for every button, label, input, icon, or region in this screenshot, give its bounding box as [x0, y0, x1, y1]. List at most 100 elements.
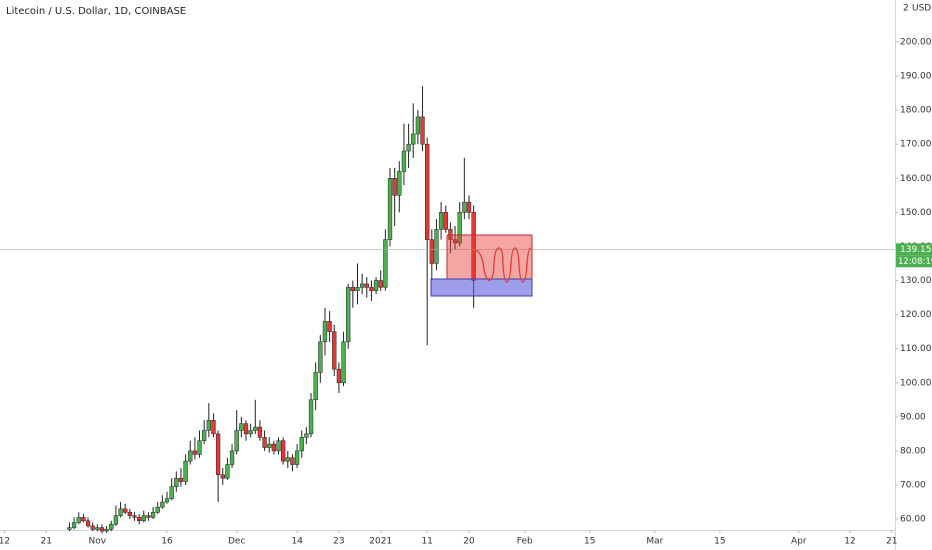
y-tick-label: 80.00 — [900, 446, 926, 456]
x-tick-label: 14 — [291, 537, 303, 547]
candle-body — [438, 212, 444, 230]
candle-body — [425, 143, 430, 240]
candle-body — [239, 423, 244, 431]
candle-body — [155, 506, 160, 513]
chart-title: Litecoin / U.S. Dollar, 1D, COINBASE — [6, 6, 186, 17]
candle-body — [160, 501, 165, 508]
y-tick-label: 60.00 — [900, 515, 926, 525]
candle-body — [392, 178, 397, 196]
candle-body — [169, 486, 174, 499]
x-tick-label: 12 — [844, 537, 855, 547]
projection-path — [473, 247, 532, 283]
x-tick-label: Apr — [791, 537, 807, 547]
candle-body — [318, 341, 323, 373]
candle-body — [225, 464, 230, 479]
candle-body — [346, 287, 351, 343]
candle-body — [327, 321, 332, 332]
candle-body — [355, 287, 360, 291]
y-tick-label: 200.00 — [900, 37, 932, 47]
candle-body — [113, 515, 119, 525]
x-tick-label: 12 — [0, 537, 10, 547]
candle-body — [285, 457, 290, 462]
candle-body — [294, 450, 300, 465]
x-tick-label: 15 — [714, 537, 725, 547]
candle-body — [192, 450, 198, 455]
last-price-label: 139.15 — [900, 245, 932, 255]
candle-body — [248, 430, 253, 435]
candle-body — [429, 239, 434, 264]
candle-body — [308, 399, 314, 435]
x-tick-label: 15 — [584, 537, 595, 547]
candle-body — [229, 450, 235, 465]
candle-body — [211, 420, 216, 435]
candle-body — [197, 440, 202, 455]
candle-body — [188, 450, 193, 462]
y-tick-label: 70.00 — [900, 481, 926, 491]
candle-body — [271, 443, 277, 452]
candle-body — [150, 512, 156, 518]
candle-body — [109, 523, 114, 530]
y-tick-label: 90.00 — [900, 412, 926, 422]
candle-body — [118, 508, 123, 516]
candle-body — [85, 520, 91, 527]
axis-top-text: 2 — [903, 4, 909, 14]
x-tick-label: 11 — [421, 537, 432, 547]
candle-body — [387, 178, 393, 240]
candle-body — [420, 116, 425, 145]
candle-body — [71, 522, 77, 528]
candle-body — [281, 440, 286, 462]
candle-body — [253, 426, 258, 431]
candle-body — [206, 420, 211, 431]
candle-body — [81, 517, 86, 522]
candle-body — [164, 498, 170, 503]
candle-body — [304, 433, 309, 438]
countdown-label: 12:08:19 — [898, 257, 932, 267]
candle-body — [401, 150, 407, 172]
x-tick-label: Feb — [517, 537, 533, 547]
candle-body — [215, 433, 221, 476]
candle-body — [234, 430, 239, 452]
candle-body — [123, 508, 128, 513]
x-tick-label: 21 — [40, 537, 51, 547]
candle-body — [383, 239, 388, 288]
candle-body — [378, 280, 383, 288]
candle-body — [373, 280, 379, 291]
currency-label: USD — [912, 4, 931, 14]
candle-body — [90, 525, 95, 530]
candle-body — [415, 116, 421, 135]
y-tick-label: 110.00 — [900, 344, 932, 354]
x-tick-label: 20 — [463, 537, 475, 547]
candle-body — [336, 368, 342, 384]
demand-zone — [430, 278, 533, 297]
candle-body — [141, 515, 146, 522]
y-tick-label: 170.00 — [900, 140, 932, 150]
candle-body — [136, 517, 142, 522]
y-tick-label: 180.00 — [900, 106, 932, 116]
countdown-box — [896, 255, 932, 268]
candle-body — [132, 515, 137, 518]
x-tick-label: Nov — [89, 537, 107, 547]
candle-body — [448, 229, 453, 240]
candle-body — [276, 440, 281, 452]
candle-body — [369, 287, 374, 291]
candle-body — [322, 321, 328, 343]
candle-body — [178, 477, 184, 482]
candle-body — [457, 212, 462, 244]
candle-body — [76, 517, 81, 523]
candle-body — [174, 477, 179, 487]
last-price-box — [896, 243, 932, 256]
candle-body — [67, 527, 72, 530]
candle-body — [220, 474, 225, 479]
candle-body — [443, 212, 448, 230]
candle-body — [146, 515, 151, 518]
candle-body — [434, 229, 439, 264]
drawings — [430, 234, 533, 297]
x-tick-label: 23 — [333, 537, 344, 547]
candle-body — [95, 527, 100, 530]
candle-body — [350, 287, 355, 291]
y-tick-label: 120.00 — [900, 310, 932, 320]
candles — [67, 86, 476, 534]
x-tick-label: 2021 — [369, 537, 392, 547]
